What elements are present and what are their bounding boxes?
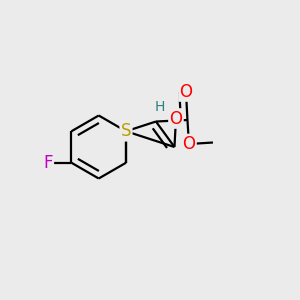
Text: O: O [182, 135, 196, 153]
Text: O: O [179, 82, 193, 100]
Text: O: O [169, 110, 182, 128]
Text: H: H [154, 100, 165, 114]
Text: S: S [121, 122, 131, 140]
Text: F: F [43, 154, 53, 172]
